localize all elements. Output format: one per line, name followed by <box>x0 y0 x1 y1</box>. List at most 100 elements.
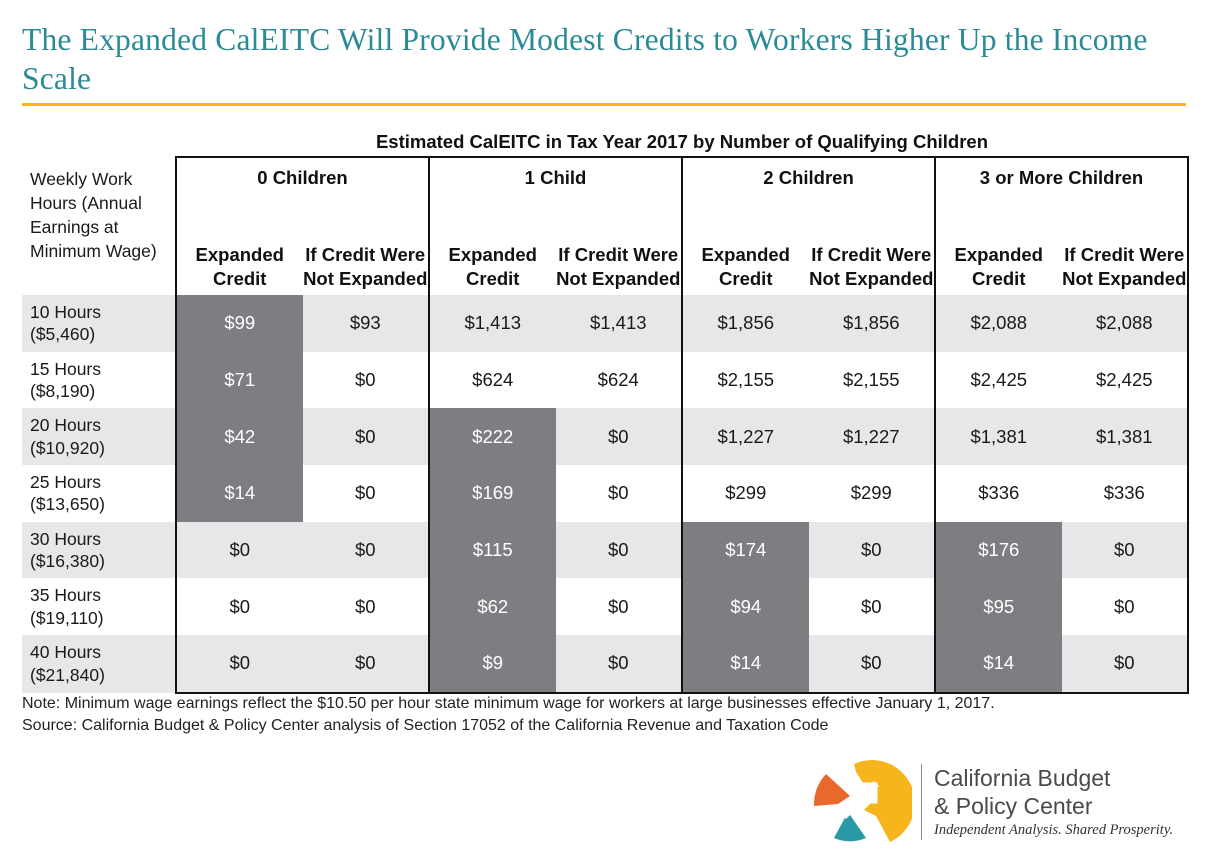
not-expanded-credit-cell: $1,856 <box>808 295 937 352</box>
subheader-not-expanded: If Credit Were Not Expanded <box>808 198 937 295</box>
expanded-credit-cell: $174 <box>682 521 809 579</box>
org-tagline: Independent Analysis. Shared Prosperity. <box>934 822 1174 838</box>
row-label-earnings: ($5,460) <box>30 324 96 345</box>
expanded-credit-cell: $1,856 <box>682 295 809 352</box>
source-text: Source: California Budget & Policy Cente… <box>22 717 829 734</box>
not-expanded-credit-cell: $1,381 <box>1061 408 1190 466</box>
row-label: 15 Hours ($8,190) <box>22 352 176 409</box>
row-label: 40 Hours ($21,840) <box>22 635 176 693</box>
not-expanded-credit-cell: $0 <box>302 521 430 579</box>
subheader-expanded-credit: Expanded Credit <box>448 244 537 289</box>
expanded-credit-cell: $9 <box>429 635 556 694</box>
table-row: 40 Hours ($21,840) $0 $0 $9 $0 $14 $0 $14 $0 <box>22 635 1190 694</box>
expanded-credit-cell: $62 <box>429 578 556 636</box>
not-expanded-credit-cell: $0 <box>302 408 430 466</box>
page-title: The Expanded CalEITC Will Provide Modest… <box>22 22 1148 96</box>
row-label: 25 Hours ($13,650) <box>22 465 176 522</box>
not-expanded-credit-cell: $2,088 <box>1061 295 1190 352</box>
logo-teal-shape <box>834 812 866 842</box>
subheader-expanded-credit: Expanded Credit <box>954 244 1043 289</box>
not-expanded-credit-cell: $93 <box>302 295 430 352</box>
subheader-not-expanded: If Credit Were Not Expanded <box>302 198 430 295</box>
table-row: 10 Hours ($5,460) $99 $93 $1,413 $1,413 $1,856… <box>22 295 1190 352</box>
expanded-credit-cell: $94 <box>682 578 809 636</box>
subheader-not-expanded: If Credit Were Not Expanded <box>555 198 684 295</box>
logo-yellow-arc <box>854 760 912 842</box>
expanded-credit-cell: $0 <box>175 521 303 579</box>
row-label-hours: 20 Hours <box>30 415 102 436</box>
expanded-credit-cell: $42 <box>175 408 303 466</box>
expanded-credit-cell: $14 <box>175 465 303 522</box>
not-expanded-credit-cell: $0 <box>302 578 430 636</box>
not-expanded-credit-cell: $2,425 <box>1061 351 1190 409</box>
row-label-earnings: ($8,190) <box>30 381 96 402</box>
not-expanded-credit-cell: $0 <box>302 465 430 522</box>
expanded-credit-cell: $0 <box>175 635 303 694</box>
not-expanded-credit-cell: $0 <box>302 635 430 694</box>
not-expanded-credit-cell: $299 <box>808 465 937 522</box>
not-expanded-credit-cell: $0 <box>808 521 937 579</box>
row-label: 30 Hours ($16,380) <box>22 521 176 579</box>
row-label-hours: 15 Hours <box>30 358 102 379</box>
not-expanded-credit-cell: $0 <box>1061 635 1190 694</box>
table-row: 35 Hours ($19,110) $0 $0 $62 $0 $94 $0 $95 $0 <box>22 578 1190 636</box>
not-expanded-credit-cell: $0 <box>302 351 430 409</box>
table-body: 10 Hours ($5,460) $99 $93 $1,413 $1,413 $1,856… <box>22 295 1190 694</box>
expanded-credit-cell: $1,381 <box>935 408 1062 466</box>
not-expanded-credit-cell: $0 <box>808 635 937 694</box>
not-expanded-credit-cell: $624 <box>555 351 684 409</box>
group-header-2-children: 2 Children <box>682 156 937 198</box>
not-expanded-credit-cell: $1,413 <box>555 295 684 352</box>
expanded-credit-cell: $14 <box>935 635 1062 694</box>
row-label-earnings: ($16,380) <box>30 551 105 572</box>
not-expanded-credit-cell: $1,227 <box>808 408 937 466</box>
org-name: California Budget & Policy Center <box>934 764 1110 820</box>
row-label-hours: 35 Hours <box>30 585 102 606</box>
row-label: 20 Hours ($10,920) <box>22 408 176 466</box>
table-title: Estimated CalEITC in Tax Year 2017 by Nu… <box>375 131 989 152</box>
row-label-hours: 30 Hours <box>30 528 102 549</box>
expanded-credit-cell: $624 <box>472 369 514 391</box>
row-label-earnings: ($19,110) <box>30 607 104 628</box>
not-expanded-credit-cell: $0 <box>555 521 684 579</box>
expanded-credit-cell: $169 <box>429 465 556 522</box>
not-expanded-credit-cell: $336 <box>1061 465 1190 522</box>
org-name-line1: California Budget <box>934 765 1111 791</box>
note-text: Note: Minimum wage earnings reflect the … <box>22 695 995 712</box>
expanded-credit-cell: $14 <box>682 635 809 694</box>
not-expanded-credit-cell: $0 <box>555 635 684 694</box>
subheader-not-expanded: If Credit Were Not Expanded <box>1061 198 1190 295</box>
expanded-credit-cell: $1,227 <box>682 408 809 466</box>
notes: Note: Minimum wage earnings reflect the … <box>22 693 1192 737</box>
org-name-line2: & Policy Center <box>934 793 1093 819</box>
not-expanded-credit-cell: $0 <box>555 465 684 522</box>
expanded-credit-cell: $336 <box>978 482 1020 504</box>
row-label-earnings: ($21,840) <box>30 664 105 685</box>
group-header-0-children: 0 Children <box>175 156 430 198</box>
expanded-credit-cell: $1,413 <box>429 295 556 352</box>
expanded-credit-cell: $71 <box>175 351 303 409</box>
logo-orange-shape <box>813 774 850 806</box>
table-row: 20 Hours ($10,920) $42 $0 $222 $0 $1,227 $1,227… <box>22 408 1190 466</box>
row-label-hours: 10 Hours <box>30 301 102 322</box>
expanded-credit-cell: $0 <box>175 578 303 636</box>
cbpc-logo <box>813 760 912 842</box>
table-row: 30 Hours ($16,380) $0 $0 $115 $0 $174 $0 $176 $0 <box>22 521 1190 579</box>
subheader-expanded-credit: Expanded Credit <box>175 198 303 295</box>
row-header: Weekly Work Hours (Annual Earnings at Mi… <box>30 169 157 261</box>
expanded-credit-cell: $99 <box>175 295 303 352</box>
expanded-credit-cell: $299 <box>725 482 767 504</box>
table-row: 25 Hours ($13,650) $14 $0 $169 $0 $299 $299 $336… <box>22 465 1190 522</box>
row-label-hours: 40 Hours <box>30 642 102 663</box>
row-label-hours: 25 Hours <box>30 471 102 492</box>
credit-table: Weekly Work Hours (Annual Earnings at Mi… <box>22 156 1190 694</box>
logo-arrow <box>841 781 879 819</box>
not-expanded-credit-cell: $2,155 <box>808 351 937 409</box>
expanded-credit-cell: $95 <box>935 578 1062 636</box>
row-label: 10 Hours ($5,460) <box>22 295 176 352</box>
title-rule <box>22 103 1186 106</box>
expanded-credit-cell: $115 <box>429 521 556 579</box>
expanded-credit-cell: $222 <box>429 408 556 466</box>
group-header-3-or-more-children: 3 or More Children <box>935 156 1190 198</box>
not-expanded-credit-cell: $0 <box>1061 578 1190 636</box>
